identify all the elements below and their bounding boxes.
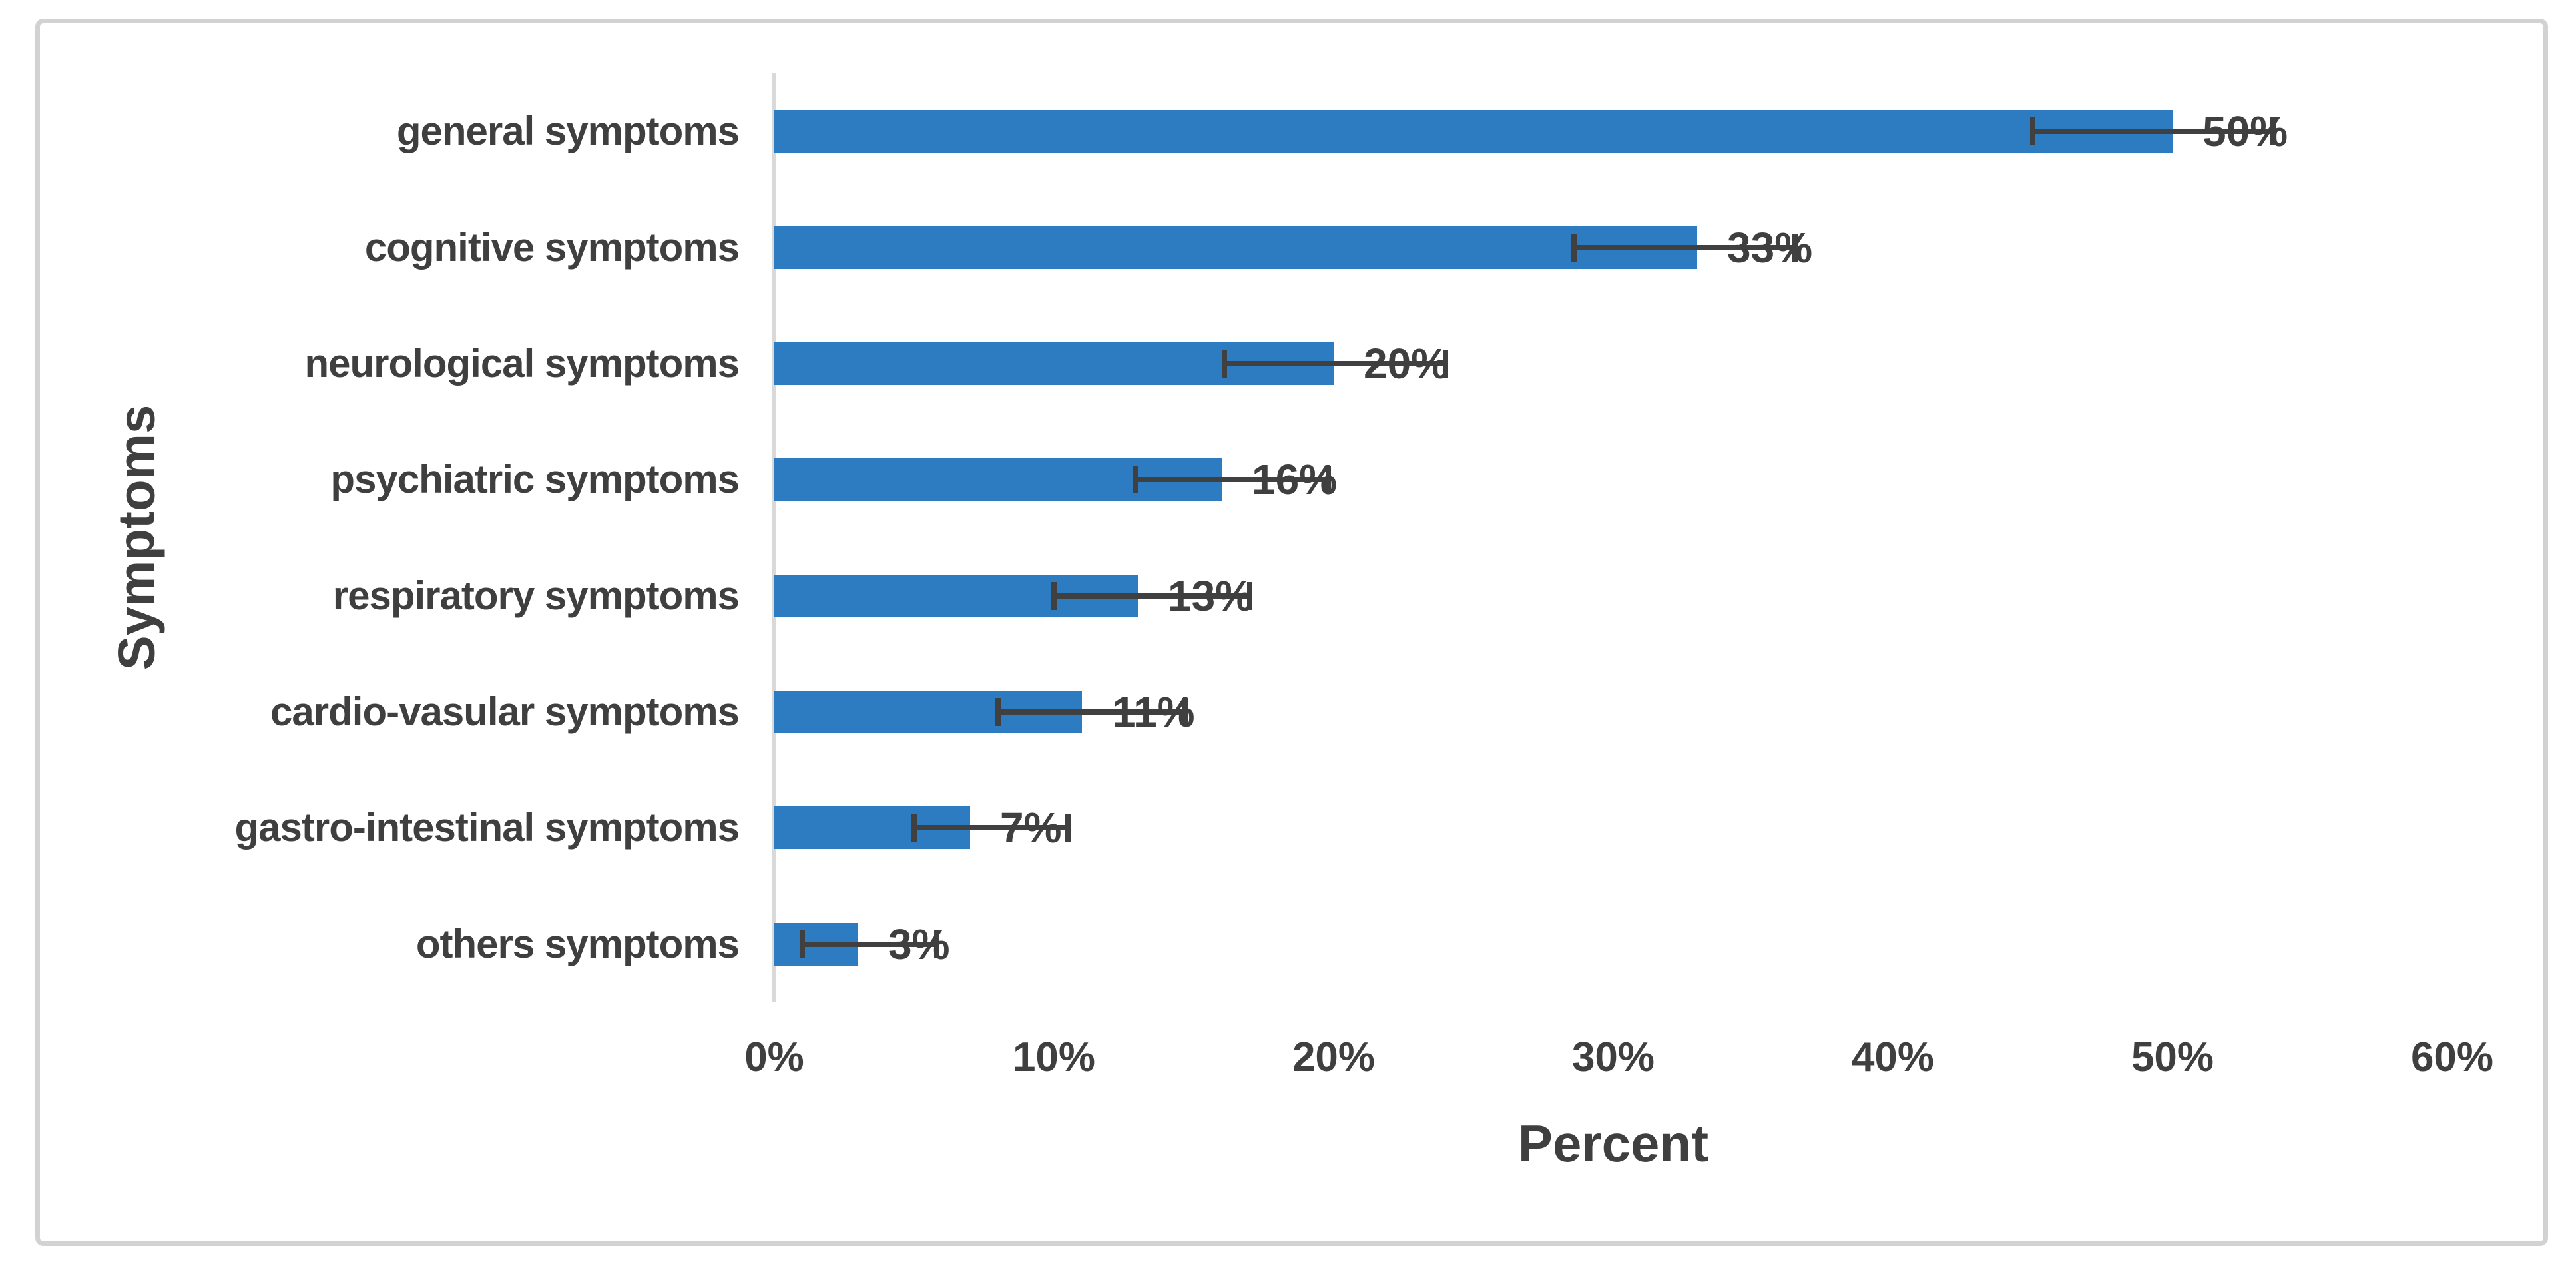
x-axis-tick-label: 0%: [744, 1034, 804, 1080]
x-axis-tick-label: 20%: [1292, 1034, 1376, 1080]
error-bar-cap-left: [1132, 466, 1138, 494]
error-bar: [1054, 593, 1250, 599]
error-bar: [2033, 129, 2274, 135]
error-bar-cap-right: [1182, 698, 1188, 727]
x-axis-tick-label: 40%: [1851, 1034, 1935, 1080]
error-bar-cap-left: [2030, 117, 2035, 146]
bar: [774, 110, 2173, 153]
error-bar-cap-left: [1051, 581, 1057, 610]
error-bar-cap-right: [2270, 117, 2276, 146]
x-axis-title: Percent: [1517, 1114, 1709, 1173]
error-bar-cap-left: [800, 930, 805, 958]
data-label: 13%: [1168, 571, 1254, 620]
error-bar: [998, 709, 1186, 715]
error-bar-cap-right: [933, 930, 939, 958]
error-bar: [914, 825, 1068, 831]
data-label: 20%: [1364, 339, 1449, 388]
error-bar-cap-left: [911, 814, 917, 842]
figure-border: [35, 19, 2548, 1246]
error-bar: [802, 941, 937, 947]
x-axis-tick-label: 10%: [1012, 1034, 1096, 1080]
category-axis-line: [772, 73, 776, 1002]
category-label: general symptoms: [396, 109, 740, 154]
category-label: psychiatric symptoms: [330, 457, 740, 502]
data-label: 33%: [1727, 223, 1813, 272]
error-bar: [1135, 477, 1328, 483]
x-axis-tick-label: 60%: [2410, 1034, 2494, 1080]
error-bar-cap-right: [1443, 349, 1448, 378]
category-label: respiratory symptoms: [332, 573, 740, 618]
x-axis-tick-label: 50%: [2131, 1034, 2214, 1080]
data-label: 50%: [2202, 107, 2288, 156]
category-label: cognitive symptoms: [364, 224, 740, 270]
data-label: 11%: [1112, 688, 1195, 737]
error-bar-cap-left: [995, 698, 1001, 727]
y-axis-title: Symptoms: [107, 404, 166, 671]
category-label: neurological symptoms: [304, 340, 740, 386]
data-label: 7%: [1000, 804, 1062, 852]
error-bar-cap-right: [1792, 233, 1798, 262]
error-bar: [1224, 360, 1445, 366]
error-bar-cap-left: [1222, 349, 1228, 378]
category-label: others symptoms: [415, 921, 740, 966]
x-axis-tick-label: 30%: [1571, 1034, 1655, 1080]
error-bar-cap-right: [1247, 581, 1252, 610]
category-label: gastro-intestinal symptoms: [234, 805, 740, 850]
category-label: cardio-vasular symptoms: [270, 689, 740, 735]
error-bar-cap-left: [1571, 233, 1577, 262]
error-bar-cap-right: [1065, 814, 1071, 842]
data-label: 16%: [1252, 456, 1338, 504]
data-label: 3%: [888, 920, 950, 968]
error-bar-cap-right: [1325, 466, 1331, 494]
bar: [774, 226, 1697, 269]
error-bar: [1574, 244, 1795, 250]
